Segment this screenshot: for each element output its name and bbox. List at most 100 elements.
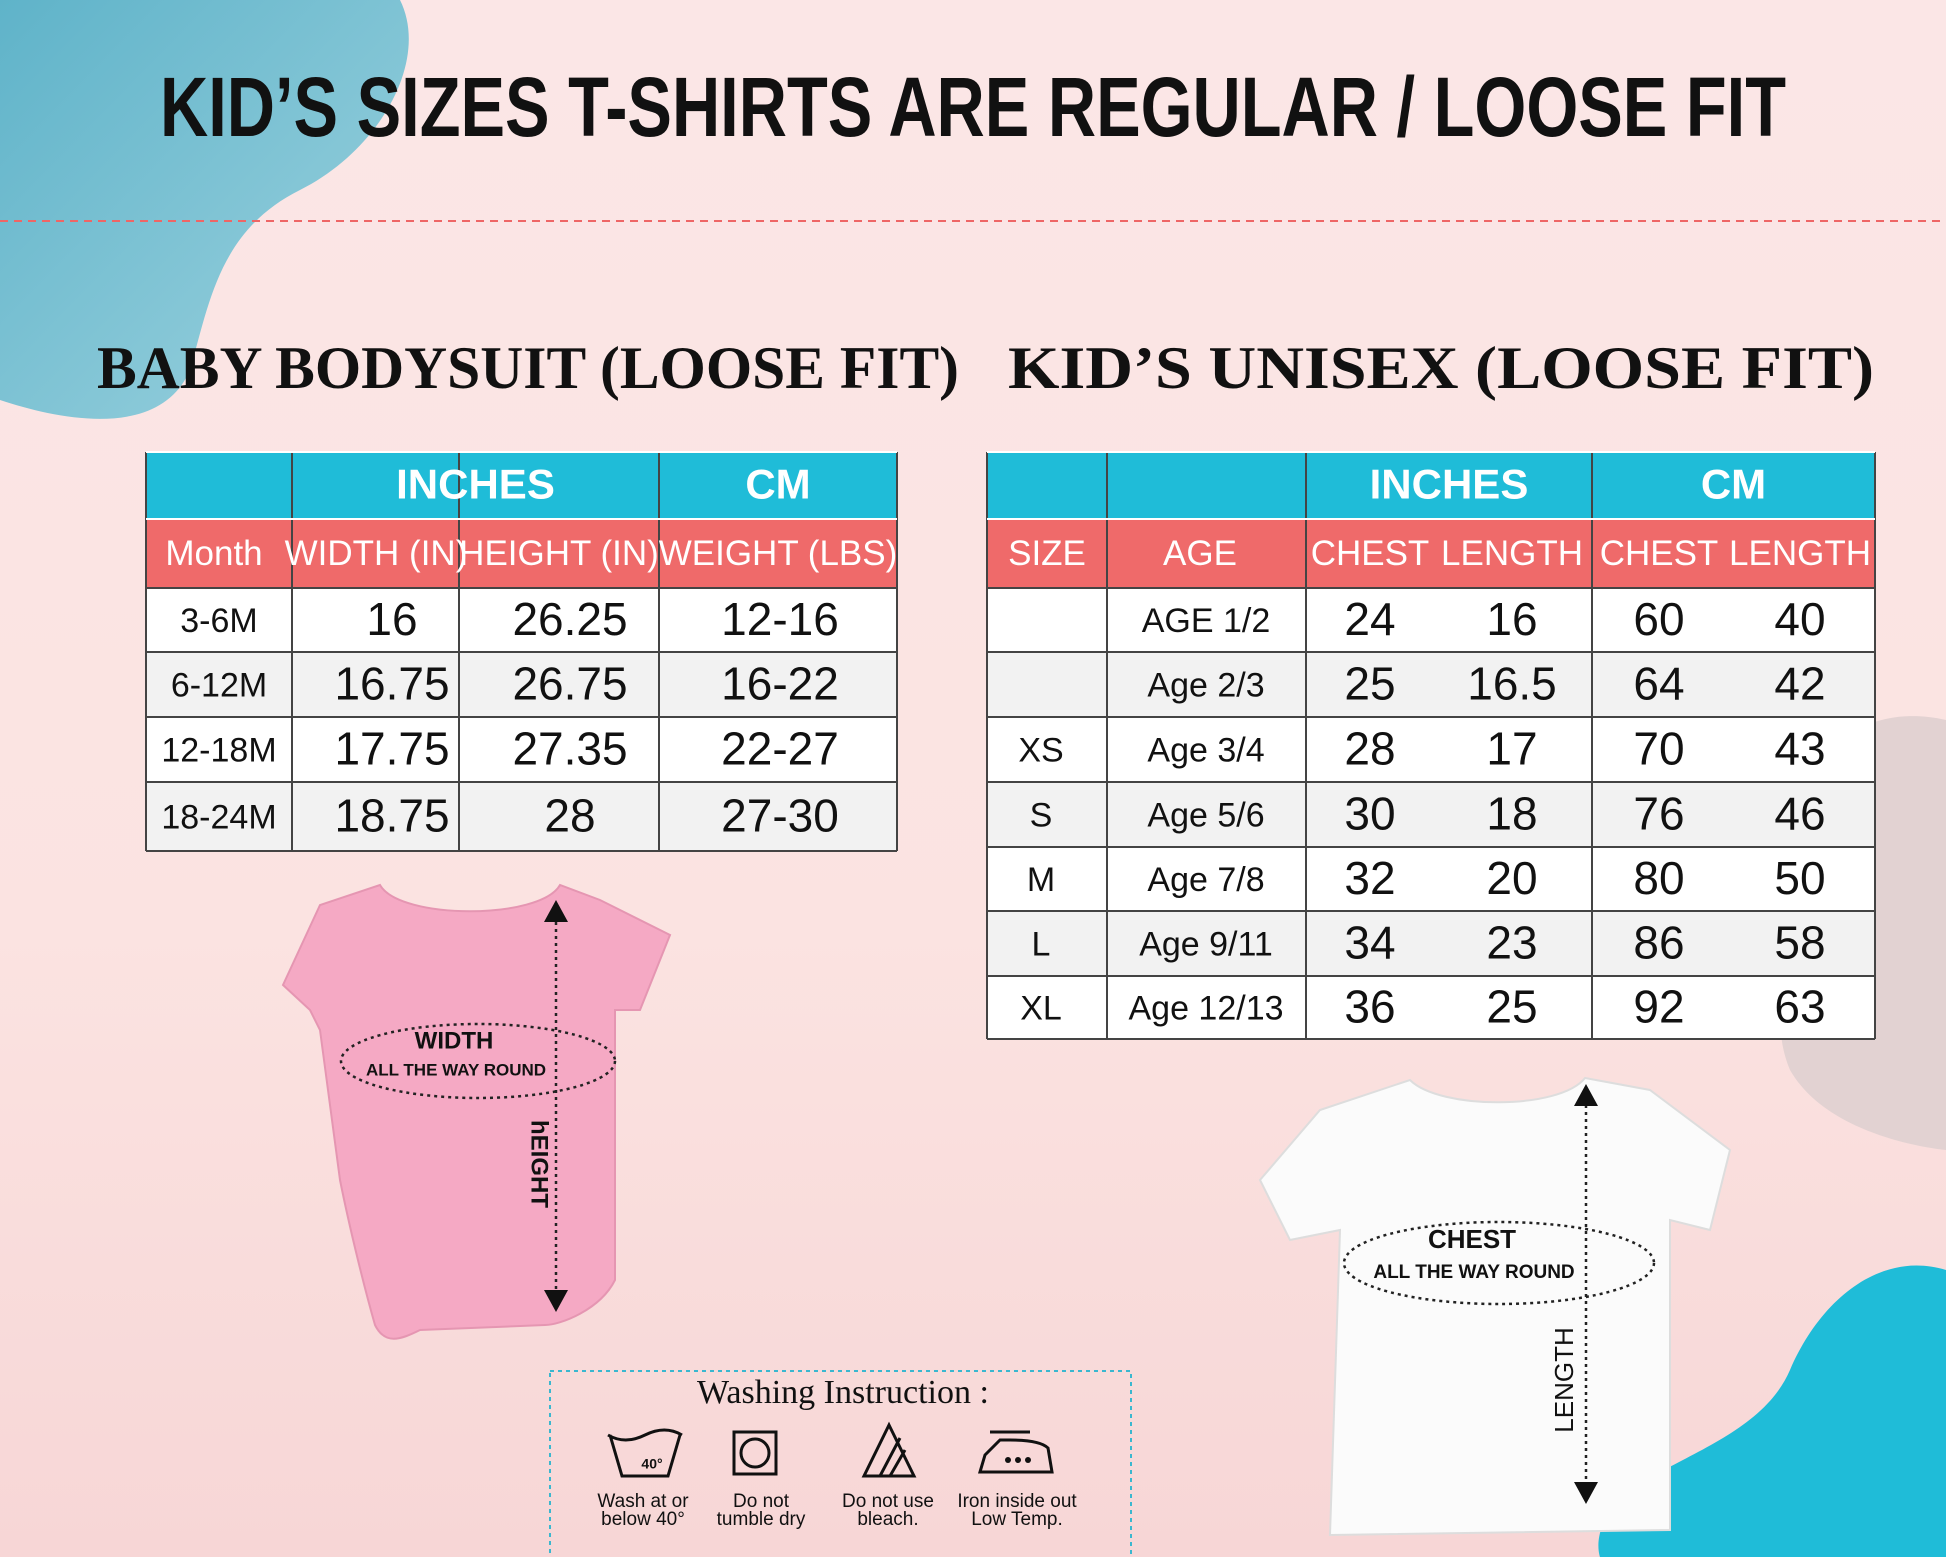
table-row [146,782,897,851]
group-header: INCHES [1370,461,1529,508]
cell: 63 [1774,981,1825,1033]
cell: 16-22 [721,658,839,710]
header-row [146,519,897,588]
cell: 27-30 [721,790,839,842]
table-row [987,911,1875,976]
cell: XS [1018,731,1063,769]
cell: 26.75 [512,658,627,710]
cell: 16.5 [1467,658,1557,710]
column-header: LENGTH [1729,534,1871,573]
cell: Age 5/6 [1147,796,1264,834]
cell: 28 [544,790,595,842]
cell: 20 [1486,852,1537,904]
care-label: Iron inside out [957,1491,1077,1512]
column-header: CHEST [1600,534,1719,573]
cell: XL [1020,989,1062,1027]
cell: M [1027,861,1055,899]
cell: 17.75 [334,723,449,775]
cell: 64 [1633,658,1684,710]
column-header: HEIGHT (IN) [459,534,659,573]
table-row [146,717,897,782]
cell: 50 [1774,852,1825,904]
cell: 18.75 [334,790,449,842]
title: KID’S SIZES T-SHIRTS ARE REGULAR / LOOSE… [160,60,1786,154]
column-header: CHEST [1311,534,1430,573]
cell: 6-12M [171,666,267,704]
cell: AGE 1/2 [1142,602,1271,640]
table-row [987,976,1875,1039]
column-header: Month [165,534,262,573]
cell: 18 [1486,788,1537,840]
header-row [146,452,897,519]
cell: 18-24M [161,798,276,836]
label: CHEST [1428,1224,1516,1254]
cell: 60 [1633,593,1684,645]
group-header: INCHES [396,461,555,508]
care-label: tumble dry [717,1509,806,1530]
header-row [987,452,1875,519]
cell: 43 [1774,723,1825,775]
cell: 42 [1774,658,1825,710]
label: LENGTH [1549,1327,1579,1432]
cell: 26.25 [512,593,627,645]
table-row [987,717,1875,782]
cell: 22-27 [721,723,839,775]
table-row [987,782,1875,847]
care-label: Do not use [842,1491,934,1512]
cell: L [1032,925,1051,963]
cell: 3-6M [180,602,257,640]
care-label: Wash at or [597,1491,689,1512]
temp-label: 40° [641,1456,662,1472]
label: WIDTH [415,1027,494,1054]
washing-title: Washing Instruction : [697,1374,989,1411]
cell: 92 [1633,981,1684,1033]
column-header: WEIGHT (LBS) [659,534,898,573]
blob [1598,1265,1946,1557]
cell: 34 [1344,917,1395,969]
cell: 16.75 [334,658,449,710]
washing-icons [607,1421,1054,1478]
cell: 58 [1774,917,1825,969]
cell: 12-16 [721,593,839,645]
table-row [987,588,1875,652]
cell: 86 [1633,917,1684,969]
label: ALL THE WAY ROUND [1373,1262,1574,1283]
bodysuit [281,883,672,1340]
table-row [987,652,1875,717]
cell: 32 [1344,852,1395,904]
width-ring [339,1022,617,1100]
cell: Age 12/13 [1128,989,1283,1027]
care-label: bleach. [857,1509,918,1530]
cell: 46 [1774,788,1825,840]
t-shirt [1258,1076,1732,1537]
column-header: AGE [1163,534,1237,573]
section-heading: BABY BODYSUIT (LOOSE FIT) [97,335,959,401]
cell: Age 2/3 [1147,666,1264,704]
cell: 36 [1344,981,1395,1033]
cell: Age 7/8 [1147,861,1264,899]
cell: 27.35 [512,723,627,775]
column-header: LENGTH [1441,534,1583,573]
column-header: SIZE [1008,534,1086,573]
section-heading: KID’S UNISEX (LOOSE FIT) [1008,335,1874,401]
cell: 23 [1486,917,1537,969]
cell: 40 [1774,593,1825,645]
cell: 12-18M [161,731,276,769]
washing-box [549,1370,1132,1557]
care-label: Low Temp. [971,1509,1063,1530]
cell: 17 [1486,723,1537,775]
cell: 80 [1633,852,1684,904]
cell: 25 [1486,981,1537,1033]
label: hEIGHT [526,1120,553,1208]
chest-ring [1342,1220,1656,1306]
label: ALL THE WAY ROUND [366,1060,546,1079]
cell: 28 [1344,723,1395,775]
table-row [987,847,1875,911]
cell: Age 9/11 [1139,925,1273,963]
header-row [987,519,1875,588]
cell: 16 [1486,593,1537,645]
cell: 24 [1344,593,1395,645]
cell: 70 [1633,723,1684,775]
table-row [146,652,897,717]
